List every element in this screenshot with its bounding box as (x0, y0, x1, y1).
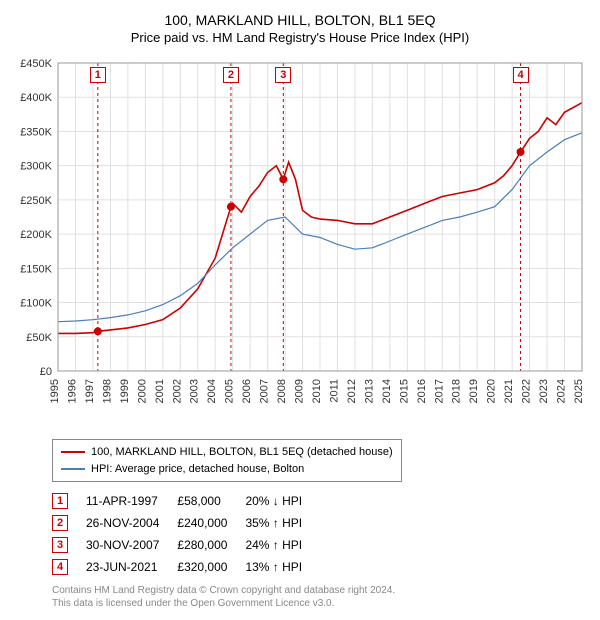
x-tick-label: 2014 (381, 379, 393, 403)
event-marker-dot (279, 175, 287, 183)
event-date: 11-APR-1997 (86, 490, 177, 512)
event-date: 23-JUN-2021 (86, 556, 177, 578)
event-marker-dot (227, 203, 235, 211)
x-tick-label: 2010 (311, 379, 323, 403)
x-tick-label: 2005 (224, 379, 236, 403)
x-tick-label: 2013 (363, 379, 375, 403)
y-tick-label: £250K (20, 195, 52, 207)
chart-svg: £0 £50K £100K £150K £200K £250K £300K £350K £400… (10, 53, 590, 433)
x-tick-label: 2022 (521, 379, 533, 403)
chart-title-address: 100, MARKLAND HILL, BOLTON, BL1 5EQ (10, 12, 590, 28)
footer-line2: This data is licensed under the Open Gov… (52, 597, 590, 610)
event-marker-label: 2 (223, 67, 239, 83)
x-tick-label: 2025 (573, 379, 585, 403)
x-tick-label: 1996 (66, 379, 78, 403)
y-tick-label: £200K (20, 229, 52, 241)
event-price: £58,000 (177, 490, 245, 512)
x-tick-label: 1998 (101, 379, 113, 403)
event-row: 2 26-NOV-2004 £240,000 35% ↑ HPI (52, 512, 320, 534)
event-number-box: 1 (52, 493, 68, 509)
event-number-box: 2 (52, 515, 68, 531)
y-tick-label: £100K (20, 298, 52, 310)
x-tick-label: 2007 (259, 379, 271, 403)
y-tick-label: £50K (26, 332, 52, 344)
event-price: £240,000 (177, 512, 245, 534)
y-tick-label: £0 (40, 366, 52, 378)
x-tick-label: 2021 (503, 379, 515, 403)
x-tick-label: 2004 (206, 379, 218, 403)
x-tick-label: 2006 (241, 379, 253, 403)
event-number-box: 3 (52, 537, 68, 553)
legend-item: HPI: Average price, detached house, Bolt… (61, 461, 393, 478)
legend-label: 100, MARKLAND HILL, BOLTON, BL1 5EQ (det… (91, 444, 393, 461)
x-tick-label: 1995 (49, 379, 61, 403)
event-number-box: 4 (52, 559, 68, 575)
chart-title-sub: Price paid vs. HM Land Registry's House … (10, 30, 590, 45)
event-marker-dot (517, 148, 525, 156)
x-tick-label: 2019 (468, 379, 480, 403)
event-price: £320,000 (177, 556, 245, 578)
x-tick-label: 2018 (451, 379, 463, 403)
legend: 100, MARKLAND HILL, BOLTON, BL1 5EQ (det… (52, 439, 402, 482)
x-tick-label: 2001 (154, 379, 166, 403)
x-tick-label: 1997 (84, 379, 96, 403)
y-tick-label: £350K (20, 126, 52, 138)
event-date: 30-NOV-2007 (86, 534, 177, 556)
event-marker-label: 1 (90, 67, 106, 83)
event-table: 1 11-APR-1997 £58,000 20% ↓ HPI 2 26-NOV… (52, 490, 590, 578)
x-tick-label: 2011 (328, 379, 340, 403)
footer-attribution: Contains HM Land Registry data © Crown c… (52, 584, 590, 610)
x-tick-label: 2023 (538, 379, 550, 403)
y-tick-label: £300K (20, 161, 52, 173)
event-delta: 24% ↑ HPI (245, 534, 320, 556)
event-delta: 13% ↑ HPI (245, 556, 320, 578)
x-tick-label: 2009 (294, 379, 306, 403)
x-tick-label: 2000 (136, 379, 148, 403)
price-chart: £0 £50K £100K £150K £200K £250K £300K £350K £400… (10, 53, 590, 433)
legend-item: 100, MARKLAND HILL, BOLTON, BL1 5EQ (det… (61, 444, 393, 461)
legend-swatch (61, 468, 85, 470)
event-row: 3 30-NOV-2007 £280,000 24% ↑ HPI (52, 534, 320, 556)
x-tick-label: 2012 (346, 379, 358, 403)
legend-label: HPI: Average price, detached house, Bolt… (91, 461, 304, 478)
y-tick-label: £150K (20, 263, 52, 275)
x-tick-label: 2008 (276, 379, 288, 403)
footer-line1: Contains HM Land Registry data © Crown c… (52, 584, 590, 597)
event-price: £280,000 (177, 534, 245, 556)
event-marker-label: 4 (513, 67, 529, 83)
x-tick-label: 2003 (189, 379, 201, 403)
x-tick-label: 2002 (171, 379, 183, 403)
y-tick-label: £450K (20, 58, 52, 70)
x-tick-label: 2016 (416, 379, 428, 403)
event-delta: 35% ↑ HPI (245, 512, 320, 534)
x-tick-label: 2015 (398, 379, 410, 403)
event-marker-dot (94, 327, 102, 335)
x-tick-label: 2024 (556, 379, 568, 403)
event-row: 4 23-JUN-2021 £320,000 13% ↑ HPI (52, 556, 320, 578)
legend-swatch (61, 451, 85, 453)
event-marker-label: 3 (275, 67, 291, 83)
x-tick-label: 1999 (119, 379, 131, 403)
x-tick-label: 2020 (486, 379, 498, 403)
y-tick-label: £400K (20, 92, 52, 104)
event-date: 26-NOV-2004 (86, 512, 177, 534)
event-row: 1 11-APR-1997 £58,000 20% ↓ HPI (52, 490, 320, 512)
event-delta: 20% ↓ HPI (245, 490, 320, 512)
x-tick-label: 2017 (433, 379, 445, 403)
